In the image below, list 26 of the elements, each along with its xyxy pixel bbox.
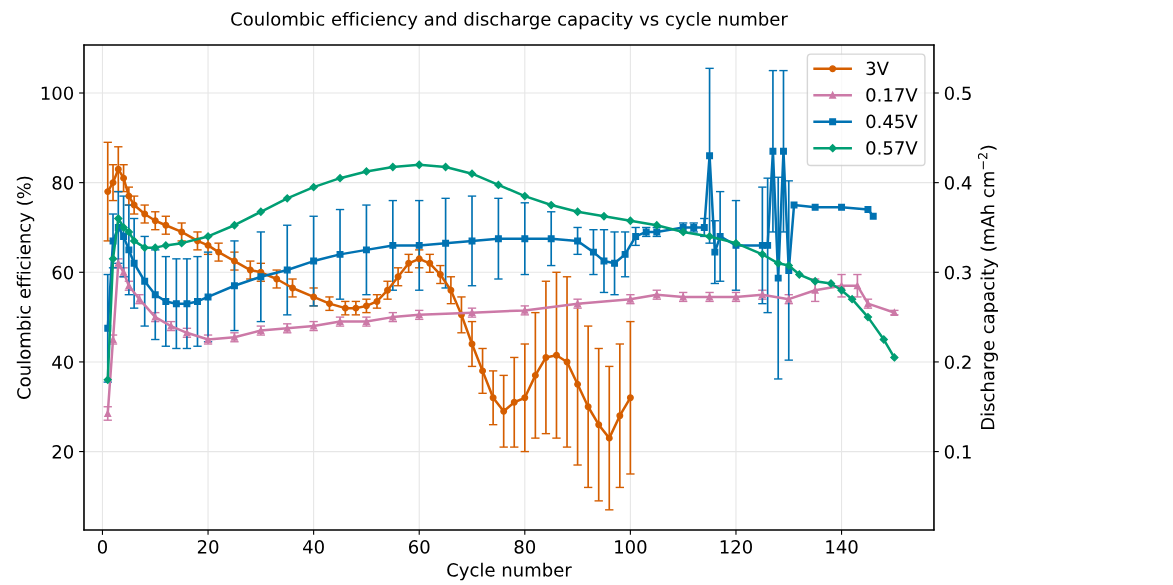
x-tick-label: 140 — [826, 540, 858, 554]
y2-tick-label: 0.5 — [944, 86, 971, 101]
x-tick-label: 100 — [615, 540, 647, 554]
y2-axis-title: Discharge capacity (mAh cm$^{−2}$) — [977, 145, 998, 430]
y-axis-title: Coulombic efficiency (%) — [16, 176, 35, 399]
x-tick-label: 80 — [514, 540, 536, 554]
legend-label: 0.17V — [866, 88, 918, 102]
y2-tick-label: 0.4 — [944, 176, 972, 190]
x-tick-label: 60 — [408, 540, 430, 554]
y2-tick-label: 0.1 — [944, 445, 971, 459]
y-tick-label: 80 — [52, 176, 74, 190]
x-tick-label: 120 — [720, 540, 752, 554]
y-tick-label: 100 — [41, 86, 74, 101]
legend-label: 0.57V — [866, 141, 918, 155]
y-tick-label: 20 — [52, 445, 74, 459]
y-tick-label: 40 — [52, 355, 74, 370]
chart-title: Coulombic efficiency and discharge capacity vs cycle number — [231, 11, 788, 30]
y2-tick-label: 0.2 — [944, 355, 971, 370]
x-tick-label: 20 — [197, 540, 219, 554]
y-tick-label: 60 — [52, 265, 74, 280]
y2-tick-label: 0.3 — [944, 265, 971, 280]
legend-label: 3V — [866, 61, 889, 76]
x-tick-label: 40 — [303, 540, 324, 554]
legend-label: 0.45V — [866, 114, 918, 129]
x-tick-label: 0 — [97, 540, 108, 554]
x-axis-title: Cycle number — [447, 562, 572, 581]
